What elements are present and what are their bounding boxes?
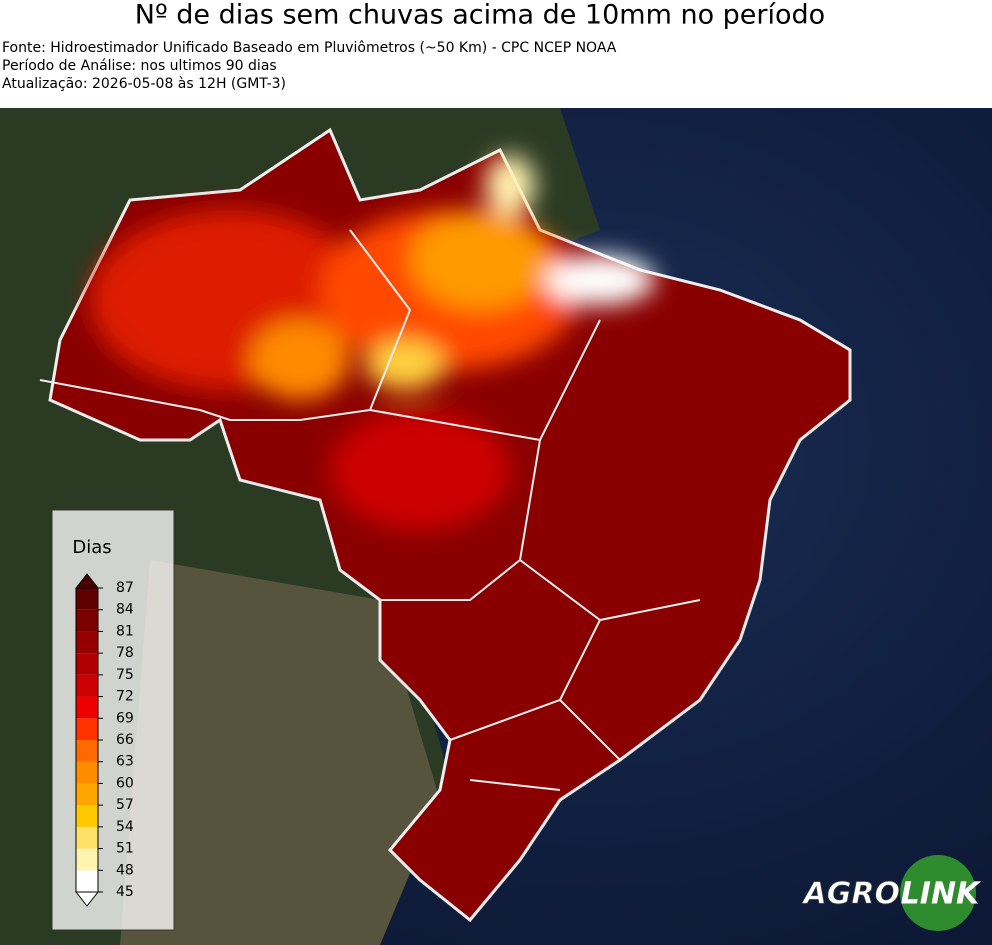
color-band: [76, 718, 98, 740]
period: Período de Análise: nos ultimos 90 dias: [2, 58, 277, 74]
colorbar-title: Dias: [72, 537, 111, 558]
color-band: [76, 805, 98, 827]
logo-right: LINK: [901, 877, 982, 912]
color-band: [76, 848, 98, 871]
tick-label: 69: [116, 710, 134, 726]
logo-circle: [900, 855, 976, 931]
updated: Atualização: 2026-05-08 às 12H (GMT-3): [2, 76, 286, 92]
title: Nº de dias sem chuvas acima de 10mm no p…: [135, 0, 825, 31]
source: Fonte: Hidroestimador Unificado Baseado …: [2, 40, 617, 56]
borders: [39, 229, 701, 791]
color-band: [76, 826, 98, 849]
color-band: [76, 870, 98, 892]
tick-label: 84: [116, 602, 134, 618]
logo: AGRO LINK: [801, 855, 982, 931]
tick-label: 81: [116, 623, 134, 639]
tick-label: 78: [116, 645, 134, 661]
color-band: [76, 653, 98, 675]
color-band: [76, 783, 98, 806]
logo-left: AGRO: [802, 877, 900, 912]
tick-label: 66: [116, 732, 134, 748]
color-band: [76, 696, 98, 719]
land-dry: [120, 560, 440, 945]
color-band: [76, 761, 98, 784]
tick-label: 57: [116, 797, 134, 813]
tick-label: 45: [116, 884, 134, 900]
tick-label: 87: [116, 580, 134, 596]
color-band: [76, 740, 98, 762]
color-band: [76, 631, 98, 654]
hotspots: [90, 155, 655, 530]
tick-label: 51: [116, 841, 134, 857]
color-band: [76, 674, 98, 697]
tick-label: 75: [116, 667, 134, 683]
tick-label: 72: [116, 689, 134, 705]
tick-label: 48: [116, 862, 134, 878]
color-band: [76, 588, 98, 610]
tick-label: 60: [116, 775, 134, 791]
colorbar: Dias 45 48 51 54 57 60 63 66 69 72 75 78 81 84 87: [51, 509, 175, 931]
colorbar-panel: [51, 509, 175, 931]
color-band: [76, 609, 98, 632]
colorbar-scale: 45 48 51 54 57 60 63 66 69 72 75 78 81 84 87: [74, 573, 134, 907]
tick-label: 63: [116, 754, 134, 770]
tick-label: 54: [116, 819, 134, 835]
